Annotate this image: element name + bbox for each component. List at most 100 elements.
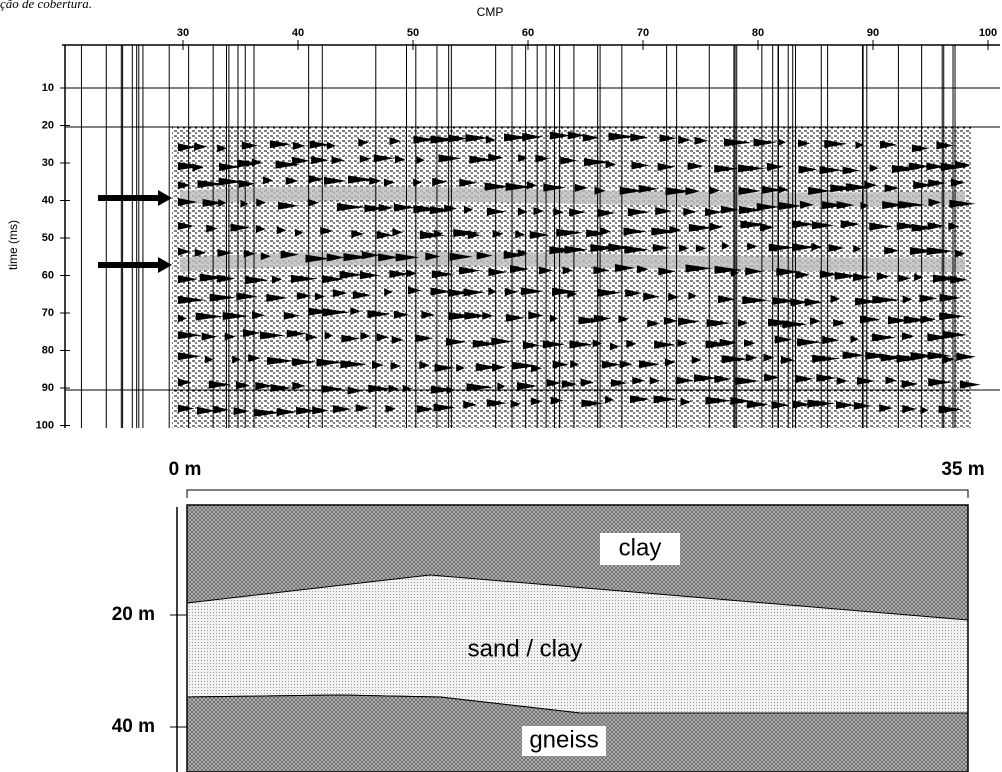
wavelet <box>518 154 528 163</box>
wavelet <box>391 335 404 344</box>
wavelet <box>482 311 494 320</box>
wavelet <box>938 405 963 414</box>
wavelet <box>178 221 195 230</box>
wavelet <box>764 373 780 382</box>
wavelet <box>720 205 739 214</box>
wavelet <box>583 158 611 167</box>
y-tick-label: 70 <box>42 307 54 319</box>
wavelet <box>178 162 204 171</box>
wavelet <box>459 178 478 187</box>
wavelet <box>833 318 847 327</box>
wavelet <box>771 401 790 410</box>
wavelet <box>891 164 920 173</box>
wavelet <box>218 177 244 186</box>
wavelet <box>178 295 206 304</box>
wavelet <box>390 361 401 370</box>
wavelet <box>217 144 227 153</box>
wavelet <box>580 378 594 387</box>
wavelet <box>240 199 249 208</box>
wavelet <box>368 384 391 393</box>
distance-start: 0 m <box>169 459 202 480</box>
wavelet <box>614 264 636 273</box>
wavelet <box>178 352 201 361</box>
wavelet <box>768 243 795 252</box>
wavelet <box>601 360 621 369</box>
wavelet <box>911 223 936 232</box>
wavelet <box>927 333 951 342</box>
wavelet <box>724 138 752 147</box>
wavelet <box>830 294 841 303</box>
wavelet <box>530 364 543 373</box>
x-tick-label: 30 <box>177 27 189 39</box>
wavelet <box>586 229 608 238</box>
wavelet <box>632 376 645 385</box>
wavelet <box>652 243 671 252</box>
wavelet <box>192 163 204 172</box>
wavelet <box>574 183 589 192</box>
wavelet <box>260 252 271 261</box>
wavelet <box>763 353 775 362</box>
wavelet <box>792 243 816 252</box>
wavelet <box>955 160 972 169</box>
wavelet <box>378 253 399 262</box>
wavelet <box>488 287 497 296</box>
wavelet <box>432 177 448 186</box>
wavelet <box>497 382 506 391</box>
wavelet <box>927 351 952 360</box>
wavelet <box>263 176 273 185</box>
wavelet <box>178 275 198 284</box>
caption-fragment: ção de cobertura. <box>0 0 92 11</box>
wavelet <box>824 139 848 148</box>
wavelet <box>467 231 481 240</box>
wavelet <box>504 133 530 142</box>
wavelet <box>630 133 649 142</box>
wavelet <box>332 405 352 414</box>
wavelet <box>290 274 318 283</box>
wavelet <box>419 231 446 240</box>
wavelet <box>232 355 241 364</box>
wavelet <box>322 275 344 284</box>
wavelet <box>218 198 227 207</box>
wavelet <box>236 292 258 301</box>
wavelet <box>347 175 375 184</box>
wavelet <box>276 226 287 235</box>
wavelet <box>433 229 443 238</box>
wavelet <box>280 250 299 259</box>
wavelet <box>928 198 942 207</box>
wavelet <box>739 206 763 215</box>
wavelet <box>276 408 297 417</box>
wavelet <box>321 384 344 393</box>
wavelet <box>201 332 218 341</box>
wavelet <box>511 361 539 370</box>
wavelet <box>828 244 845 253</box>
wavelet <box>882 201 905 210</box>
wavelet <box>911 144 929 153</box>
wavelet <box>549 131 572 140</box>
wavelet <box>619 360 633 369</box>
wavelet <box>913 181 934 190</box>
wavelet <box>956 352 976 361</box>
wavelet <box>590 244 617 253</box>
wavelet <box>902 404 917 413</box>
wavelet <box>714 164 738 173</box>
wavelet <box>735 377 760 386</box>
wavelet <box>596 288 622 297</box>
wavelet <box>197 179 224 188</box>
wavelet <box>668 293 679 302</box>
wavelet <box>339 270 363 279</box>
wavelet <box>694 136 708 145</box>
wavelet <box>695 244 707 253</box>
wavelet <box>884 246 900 255</box>
y-tick-label: 50 <box>42 232 54 244</box>
wavelet <box>469 155 492 164</box>
wavelet <box>383 178 395 187</box>
wavelet <box>307 198 320 207</box>
wavelet <box>745 353 758 362</box>
wavelet <box>855 141 864 150</box>
wavelet <box>683 207 697 216</box>
wavelet <box>312 406 330 415</box>
wavelet <box>694 374 719 383</box>
wavelet <box>475 363 500 372</box>
wavelet <box>217 248 233 257</box>
